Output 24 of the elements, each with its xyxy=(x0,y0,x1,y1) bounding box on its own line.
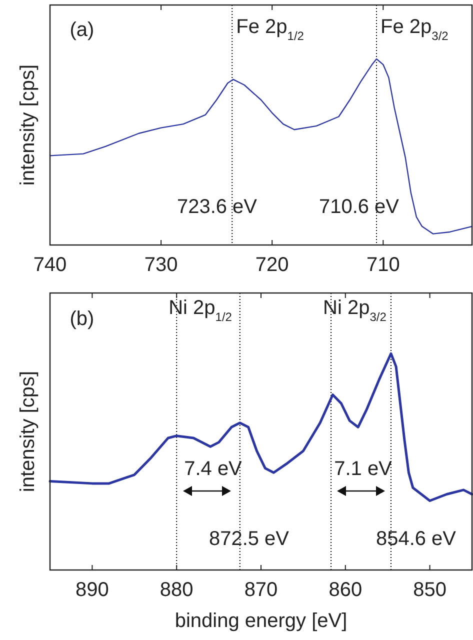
x-tick-label: 860 xyxy=(328,579,362,601)
x-tick-label: 850 xyxy=(413,579,446,601)
text: (b) xyxy=(70,308,94,330)
x-tick-label: 870 xyxy=(244,579,278,601)
x-tick-label: 730 xyxy=(144,254,178,276)
x-tick-label: 890 xyxy=(76,579,109,601)
annotation: 723.6 eV xyxy=(176,196,258,218)
annotation: 854.6 eV xyxy=(376,528,457,550)
text: (a) xyxy=(70,19,94,41)
ref-line-label: Fe 2p$_{3/2}$ xyxy=(380,16,449,43)
x-axis-title: binding energy [eV] xyxy=(174,610,348,632)
x-tick-label: 880 xyxy=(160,579,194,601)
x-tick-label: 720 xyxy=(255,254,289,276)
ref-line-label: Fe 2p$_{1/2}$ xyxy=(236,16,304,43)
x-tick-label: 710 xyxy=(366,254,400,276)
ref-line-label: Ni 2p$_{3/2}$ xyxy=(323,297,387,324)
annotation: 872.5 eV xyxy=(208,528,290,550)
annotation: 7.4 eV xyxy=(184,458,243,480)
y-axis-title: intensity [cps] xyxy=(17,370,39,492)
ref-line-label: Ni 2p$_{1/2}$ xyxy=(168,297,232,324)
y-axis-title: intensity [cps] xyxy=(17,64,39,186)
annotation: 710.6 eV xyxy=(318,196,400,218)
annotation: 7.1 eV xyxy=(334,458,393,480)
x-tick-label: 740 xyxy=(33,254,67,276)
